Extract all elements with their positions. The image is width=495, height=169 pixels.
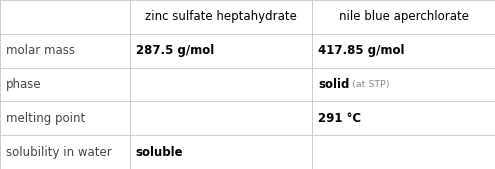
- Text: 291 °C: 291 °C: [318, 112, 361, 125]
- Text: 287.5 g/mol: 287.5 g/mol: [136, 44, 214, 57]
- Text: solid: solid: [318, 78, 349, 91]
- Text: phase: phase: [6, 78, 42, 91]
- Text: molar mass: molar mass: [6, 44, 75, 57]
- Text: solubility in water: solubility in water: [6, 146, 112, 159]
- Text: melting point: melting point: [6, 112, 85, 125]
- Text: soluble: soluble: [136, 146, 183, 159]
- Text: nile blue aperchlorate: nile blue aperchlorate: [339, 10, 469, 23]
- Text: 417.85 g/mol: 417.85 g/mol: [318, 44, 405, 57]
- Text: zinc sulfate heptahydrate: zinc sulfate heptahydrate: [145, 10, 297, 23]
- Text: (at STP): (at STP): [349, 80, 390, 89]
